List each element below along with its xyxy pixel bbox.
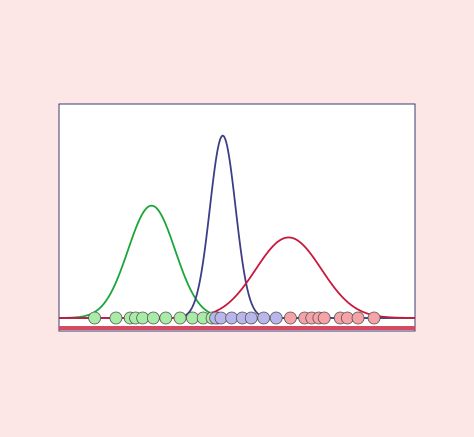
data-point-s1-8 (173, 311, 187, 325)
data-point-s3-9 (367, 311, 381, 325)
data-point-s1-1 (88, 311, 101, 325)
data-point-s3-5 (317, 311, 331, 325)
data-point-s3-8 (351, 311, 365, 325)
data-point-s2-7 (269, 311, 283, 325)
data-point-s1-7 (159, 311, 173, 325)
data-point-s3-1 (283, 311, 297, 325)
data-point-s2-5 (244, 311, 258, 325)
data-point-s1-2 (109, 311, 123, 325)
data-point-s1-6 (146, 311, 160, 325)
data-point-s2-6 (257, 311, 271, 325)
data-point-s2-2 (214, 311, 228, 325)
baseline-bar (59, 326, 415, 330)
data-point-s1-5 (136, 311, 150, 325)
data-point-s1-9 (186, 311, 199, 325)
data-points (88, 311, 381, 325)
data-point-s2-3 (225, 311, 239, 325)
data-point-s3-7 (340, 311, 354, 325)
